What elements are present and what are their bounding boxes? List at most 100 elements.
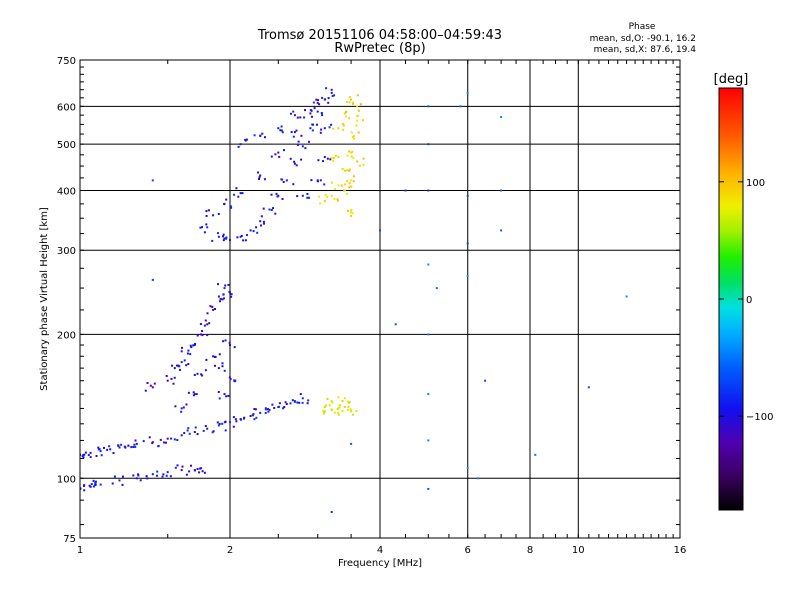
data-point: [252, 413, 255, 415]
data-point: [245, 138, 248, 141]
data-point: [261, 132, 264, 135]
x-tick-label: 1: [77, 545, 83, 556]
data-point: [233, 346, 236, 349]
data-point: [295, 129, 298, 132]
data-point: [267, 408, 269, 411]
data-point: [236, 236, 239, 239]
colorbar-tick-label: 0: [746, 295, 752, 306]
data-point: [224, 420, 227, 423]
data-point: [204, 319, 207, 322]
data-point: [351, 212, 354, 215]
data-point: [225, 237, 228, 240]
data-point: [330, 91, 333, 94]
data-point: [89, 451, 92, 454]
data-point: [337, 156, 340, 158]
data-point: [253, 408, 256, 410]
data-point: [183, 359, 186, 362]
data-point: [244, 239, 247, 242]
data-point: [353, 137, 356, 140]
data-point: [323, 127, 326, 130]
data-point: [165, 441, 167, 444]
data-point: [316, 101, 319, 104]
data-point: [330, 156, 333, 159]
data-point: [208, 322, 211, 325]
chart-subtitle: RwPretec (8p): [334, 41, 425, 56]
data-point: [151, 386, 154, 389]
data-point: [155, 474, 158, 477]
data-point: [223, 369, 226, 372]
data-point: [337, 408, 340, 411]
data-point: [338, 406, 341, 409]
data-point: [253, 418, 256, 421]
data-point: [99, 483, 102, 486]
data-point: [207, 209, 210, 212]
data-point: [233, 193, 236, 196]
data-point: [151, 179, 154, 182]
data-point: [222, 233, 225, 236]
data-point: [218, 397, 221, 400]
data-point: [350, 185, 353, 188]
data-point: [311, 129, 314, 132]
data-point: [92, 479, 95, 482]
data-point: [301, 194, 304, 197]
data-point: [262, 207, 265, 210]
data-point: [341, 400, 344, 402]
data-point: [171, 364, 173, 367]
data-point: [316, 110, 319, 113]
data-point: [280, 125, 283, 128]
data-point: [297, 143, 300, 146]
data-point: [311, 115, 313, 118]
data-point: [350, 209, 353, 212]
data-point: [180, 410, 183, 413]
data-point: [278, 402, 281, 405]
data-point: [267, 410, 270, 413]
data-point: [404, 189, 407, 192]
data-point: [206, 323, 209, 326]
data-point: [83, 453, 86, 456]
data-point: [332, 127, 335, 130]
data-point: [190, 464, 192, 467]
data-point: [281, 131, 284, 134]
data-point: [217, 295, 220, 298]
data-point: [315, 98, 318, 101]
data-point: [264, 412, 267, 414]
data-point: [217, 232, 219, 235]
data-point: [94, 484, 97, 487]
data-point: [221, 422, 224, 425]
data-point: [263, 222, 265, 225]
colorbar-ticks: 100 0 −100: [719, 178, 773, 423]
data-point: [310, 109, 313, 112]
data-point: [325, 87, 328, 90]
data-point: [135, 477, 138, 480]
data-point: [352, 180, 355, 183]
data-point: [355, 124, 358, 127]
data-point: [219, 297, 222, 300]
data-point: [232, 425, 235, 428]
data-point: [348, 117, 351, 120]
data-point: [187, 391, 190, 394]
data-point: [221, 365, 224, 368]
y-tick-label: 500: [57, 140, 76, 151]
data-point: [219, 300, 221, 303]
data-point: [337, 411, 340, 414]
data-point: [169, 475, 172, 478]
data-point: [258, 176, 261, 179]
data-point: [317, 159, 320, 162]
y-tick-label: 400: [57, 186, 76, 197]
data-point: [176, 364, 178, 367]
data-point: [283, 149, 285, 152]
data-point: [352, 101, 355, 104]
data-point: [173, 376, 176, 379]
data-point: [103, 446, 105, 449]
y-tick-label: 750: [57, 56, 76, 67]
data-point: [260, 215, 263, 218]
data-point: [179, 368, 181, 371]
data-point: [359, 103, 362, 106]
data-point: [263, 178, 266, 181]
data-point: [309, 127, 312, 130]
data-point: [118, 479, 121, 482]
data-point: [123, 445, 126, 448]
data-point: [346, 154, 349, 157]
data-point: [330, 400, 333, 403]
data-point: [323, 156, 326, 158]
